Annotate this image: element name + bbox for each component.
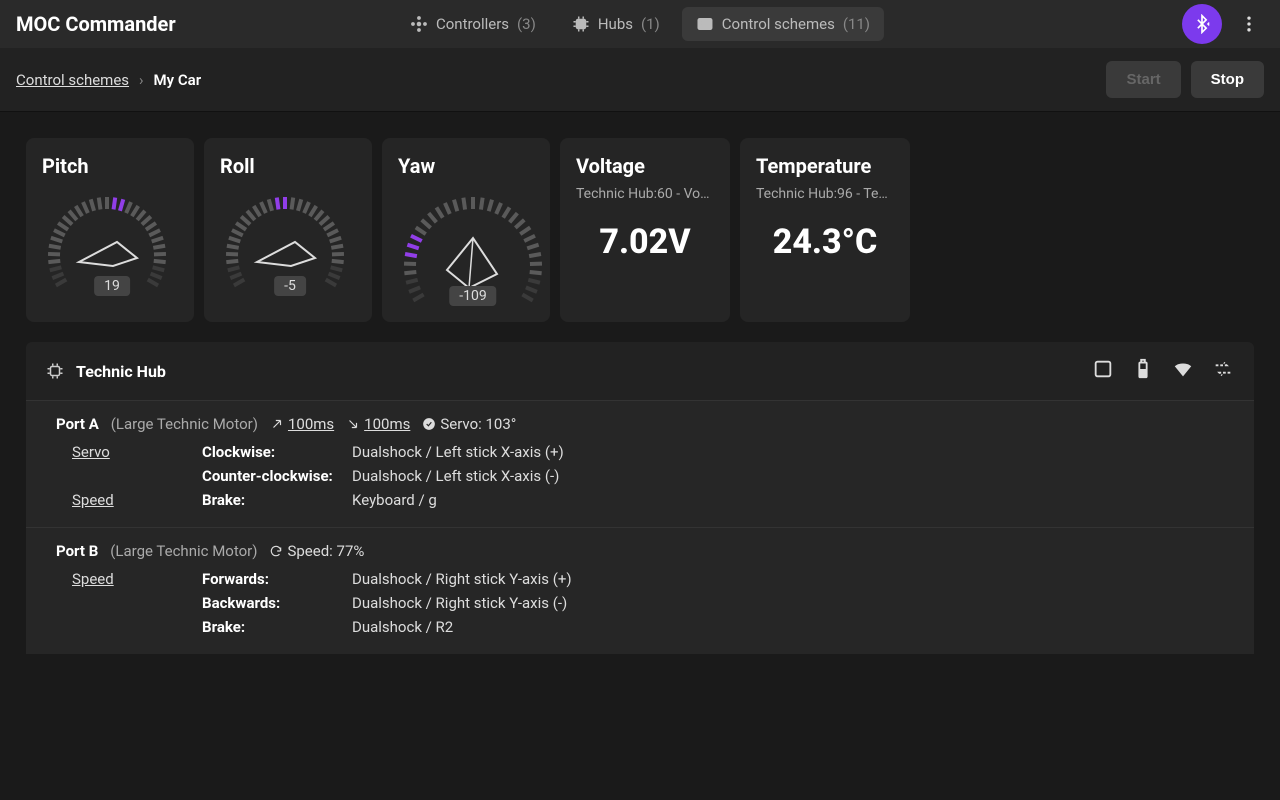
widget-row: Pitch 19Roll -5Yaw -109Voltage Technic H… <box>26 138 1254 322</box>
widget-title: Voltage <box>576 154 714 178</box>
port-tag: Servo: 103° <box>422 415 516 433</box>
hub-status-icons <box>1092 358 1234 384</box>
bluetooth-button[interactable] <box>1182 4 1222 44</box>
app-title: MOC Commander <box>16 12 176 36</box>
binding-value: Dualshock / Left stick X-axis (+) <box>352 443 1224 461</box>
port-mode-link[interactable] <box>72 467 202 485</box>
sync-icon[interactable] <box>1212 358 1234 384</box>
widget-title: Pitch <box>42 154 178 178</box>
widget-voltage: Voltage Technic Hub:60 - Vo… 7.02V <box>560 138 730 322</box>
widget-temperature: Temperature Technic Hub:96 - Te… 24.3°C <box>740 138 910 322</box>
widget-title: Temperature <box>756 154 894 178</box>
widget-title: Yaw <box>398 154 534 178</box>
nav-tab-control-schemes[interactable]: Control schemes (11) <box>682 7 884 41</box>
gauge-display: -109 <box>398 186 548 306</box>
binding-value: Dualshock / R2 <box>352 618 1224 636</box>
binding-value: Dualshock / Left stick X-axis (-) <box>352 467 1224 485</box>
nav-tab-count: (3) <box>517 15 536 33</box>
nav-tab-label: Control schemes <box>722 15 835 33</box>
port-block-port-b: Port B (Large Technic Motor) Speed: 77% … <box>26 527 1254 654</box>
gauge-display: 19 <box>42 186 182 296</box>
gauge-display: -5 <box>220 186 360 296</box>
widget-subtitle: Technic Hub:96 - Te… <box>756 186 894 202</box>
port-tag: 100ms <box>346 415 410 433</box>
gauge-value-badge: 19 <box>94 276 130 296</box>
widget-value: 7.02V <box>576 222 714 262</box>
battery-icon <box>1132 358 1154 384</box>
widget-subtitle: Technic Hub:60 - Vo… <box>576 186 714 202</box>
breadcrumb-sep: › <box>139 71 144 89</box>
stop-button[interactable]: Stop <box>1191 61 1264 98</box>
port-motor-type: (Large Technic Motor) <box>110 542 257 560</box>
widget-value: 24.3°C <box>756 222 894 262</box>
widget-roll: Roll -5 <box>204 138 372 322</box>
app-header: MOC Commander Controllers (3)Hubs (1)Con… <box>0 0 1280 48</box>
binding-label: Brake: <box>202 491 352 509</box>
binding-label: Forwards: <box>202 570 352 588</box>
gauge-value-badge: -109 <box>449 286 496 306</box>
widget-pitch: Pitch 19 <box>26 138 194 322</box>
port-mode-link[interactable] <box>72 618 202 636</box>
binding-label: Brake: <box>202 618 352 636</box>
binding-value: Dualshock / Right stick Y-axis (-) <box>352 594 1224 612</box>
port-id: Port A <box>56 415 99 433</box>
nav-tab-label: Hubs <box>598 15 633 33</box>
widget-yaw: Yaw -109 <box>382 138 550 322</box>
breadcrumb-root[interactable]: Control schemes <box>16 71 129 89</box>
hub-icon <box>46 362 64 380</box>
breadcrumb-current: My Car <box>154 71 202 89</box>
port-mode-link[interactable]: Speed <box>72 491 202 509</box>
port-mode-link[interactable] <box>72 594 202 612</box>
port-tag: 100ms <box>270 415 334 433</box>
start-button[interactable]: Start <box>1106 61 1180 98</box>
hub-section: Technic Hub Port A (Large Technic Motor)… <box>26 342 1254 654</box>
port-id: Port B <box>56 542 98 560</box>
nav-tab-count: (1) <box>641 15 660 33</box>
binding-label: Backwards: <box>202 594 352 612</box>
binding-label: Clockwise: <box>202 443 352 461</box>
port-motor-type: (Large Technic Motor) <box>111 415 258 433</box>
port-mode-link[interactable]: Speed <box>72 570 202 588</box>
nav-tab-controllers[interactable]: Controllers (3) <box>396 7 550 41</box>
nav-tabs: Controllers (3)Hubs (1)Control schemes (… <box>396 7 884 41</box>
stop-square-icon[interactable] <box>1092 358 1114 384</box>
port-tag: Speed: 77% <box>269 542 364 560</box>
binding-value: Keyboard / g <box>352 491 1224 509</box>
nav-tab-count: (11) <box>843 15 870 33</box>
hub-header: Technic Hub <box>26 342 1254 400</box>
binding-label: Counter-clockwise: <box>202 467 352 485</box>
nav-tab-label: Controllers <box>436 15 509 33</box>
port-block-port-a: Port A (Large Technic Motor) 100ms 100ms S… <box>26 400 1254 527</box>
content-area: Pitch 19Roll -5Yaw -109Voltage Technic H… <box>0 112 1280 680</box>
gauge-value-badge: -5 <box>274 276 306 296</box>
more-menu-button[interactable] <box>1234 14 1264 34</box>
nav-tab-hubs[interactable]: Hubs (1) <box>558 7 674 41</box>
binding-value: Dualshock / Right stick Y-axis (+) <box>352 570 1224 588</box>
wifi-icon <box>1172 358 1194 384</box>
hub-name: Technic Hub <box>76 362 166 381</box>
breadcrumb: Control schemes › My Car <box>16 71 201 89</box>
port-mode-link[interactable]: Servo <box>72 443 202 461</box>
sub-header: Control schemes › My Car Start Stop <box>0 48 1280 112</box>
widget-title: Roll <box>220 154 356 178</box>
